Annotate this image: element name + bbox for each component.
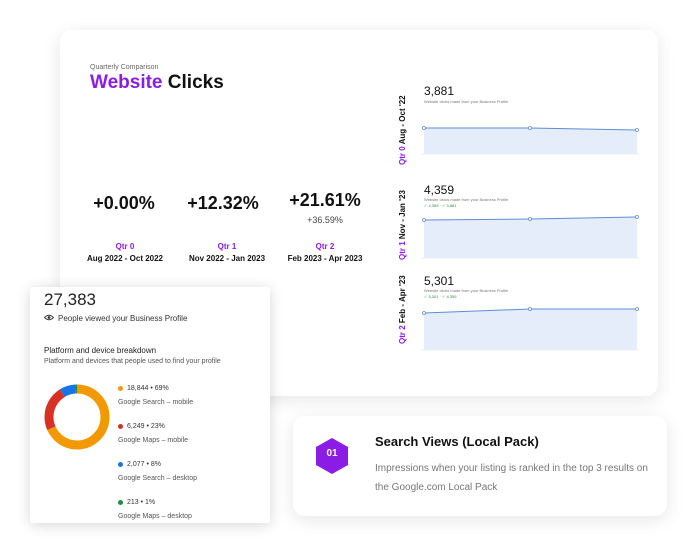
legend-dot: [118, 461, 123, 467]
metric-pct: +12.32%: [187, 193, 259, 213]
info-title: Search Views (Local Pack): [375, 434, 539, 449]
legend-dot: [118, 423, 123, 429]
donut-segment-maps-mobile: [44, 384, 110, 450]
metric-qtr0: +0.00%: [74, 193, 174, 214]
legend-stat: 6,249 • 23%: [127, 423, 165, 430]
metric-qtr2: +21.61% +36.59%: [275, 190, 375, 225]
viewed-label: People viewed your Business Profile: [58, 314, 188, 323]
mini-chart-2-value: 5,301: [424, 274, 455, 288]
period-qtr2: Qtr 2 Feb 2023 - Apr 2023: [275, 241, 375, 265]
legend-label: Google Maps – mobile: [118, 437, 189, 444]
profile-breakdown-card: 27,383 People viewed your Business Profi…: [30, 287, 270, 523]
mini-chart-1: [422, 215, 639, 259]
legend-stat: 18,844 • 69%: [127, 385, 169, 392]
mini-chart-0-caption: Website clicks made from your Business P…: [424, 99, 509, 104]
mini-chart-0-label: Qtr 0 Aug - Oct '22: [398, 95, 407, 165]
profile-total: 27,383: [44, 290, 96, 309]
search-views-card: 01 Search Views (Local Pack) Impressions…: [293, 416, 667, 516]
mini-chart-2-label: Qtr 2 Feb - Apr '23: [398, 275, 407, 344]
legend-item-maps-desktop: 213 • 1% Google Maps – desktop: [118, 497, 192, 523]
mini-quarter: Qtr 2: [398, 325, 407, 344]
period-quarter: Qtr 2: [315, 242, 335, 251]
period-dates: Nov 2022 - Jan 2023: [188, 254, 266, 263]
legend-item-maps-mobile: 6,249 • 23% Google Maps – mobile: [118, 421, 188, 447]
mini-range: Feb - Apr '23: [398, 275, 407, 324]
mini-chart-2: [422, 307, 639, 351]
mini-quarter: Qtr 1: [398, 241, 407, 260]
period-qtr0: Qtr 0 Aug 2022 - Oct 2022: [75, 241, 175, 265]
period-quarter: Qtr 1: [217, 242, 237, 251]
mini-quarter: Qtr 0: [398, 146, 407, 165]
mini-chart-1-value: 4,359: [424, 183, 455, 197]
hexagon-badge-icon: [316, 438, 348, 474]
info-description: Impressions when your listing is ranked …: [375, 463, 648, 493]
metric-pct: +0.00%: [93, 193, 155, 213]
legend-item-search-mobile: 18,844 • 69% Google Search – mobile: [118, 383, 193, 409]
mini-chart-0-value: 3,881: [424, 84, 455, 98]
donut-chart: [44, 384, 110, 450]
period-dates: Aug 2022 - Oct 2022: [86, 254, 164, 263]
legend-stat: 213 • 1%: [127, 499, 156, 506]
mini-range: Nov - Jan '23: [398, 190, 407, 240]
legend-dot: [118, 385, 123, 391]
mini-chart-1-legend: ✓ 4,359 · ✓ 3,881: [424, 203, 457, 208]
legend-stat: 2,077 • 8%: [127, 461, 161, 468]
viewed-row: People viewed your Business Profile: [43, 314, 188, 323]
title-rest: Clicks: [162, 72, 224, 93]
period-dates: Feb 2023 - Apr 2023: [287, 254, 363, 263]
legend-label: Google Maps – desktop: [118, 513, 192, 520]
breakdown-title: Platform and device breakdown: [44, 346, 157, 355]
title-accent: Website: [90, 72, 163, 93]
mini-chart-2-legend: ✓ 5,301 · ✓ 4,359: [424, 294, 457, 299]
eye-icon: [43, 314, 55, 323]
metric-sub: +36.59%: [307, 215, 343, 225]
section-kicker: Quarterly Comparison: [90, 64, 159, 71]
section-title: Website Clicks: [90, 72, 224, 94]
mini-chart-2-caption: Website clicks made from your Business P…: [424, 288, 509, 293]
metric-qtr1: +12.32%: [173, 193, 273, 214]
metric-pct: +21.61%: [289, 190, 361, 210]
mini-chart-0: [422, 126, 639, 155]
legend-item-search-desktop: 2,077 • 8% Google Search – desktop: [118, 459, 197, 485]
breakdown-subtitle: Platform and devices that people used to…: [44, 358, 221, 365]
mini-chart-1-caption: Website clicks made from your Business P…: [424, 197, 509, 202]
mini-range: Aug - Oct '22: [398, 95, 407, 145]
donut-segment-maps-desktop: [44, 384, 110, 450]
legend-dot: [118, 499, 123, 505]
badge-number: 01: [326, 448, 338, 459]
legend-label: Google Search – mobile: [118, 399, 194, 406]
mini-chart-1-label: Qtr 1 Nov - Jan '23: [398, 190, 407, 260]
period-quarter: Qtr 0: [115, 242, 135, 251]
period-qtr1: Qtr 1 Nov 2022 - Jan 2023: [177, 241, 277, 265]
legend-label: Google Search – desktop: [118, 475, 197, 482]
